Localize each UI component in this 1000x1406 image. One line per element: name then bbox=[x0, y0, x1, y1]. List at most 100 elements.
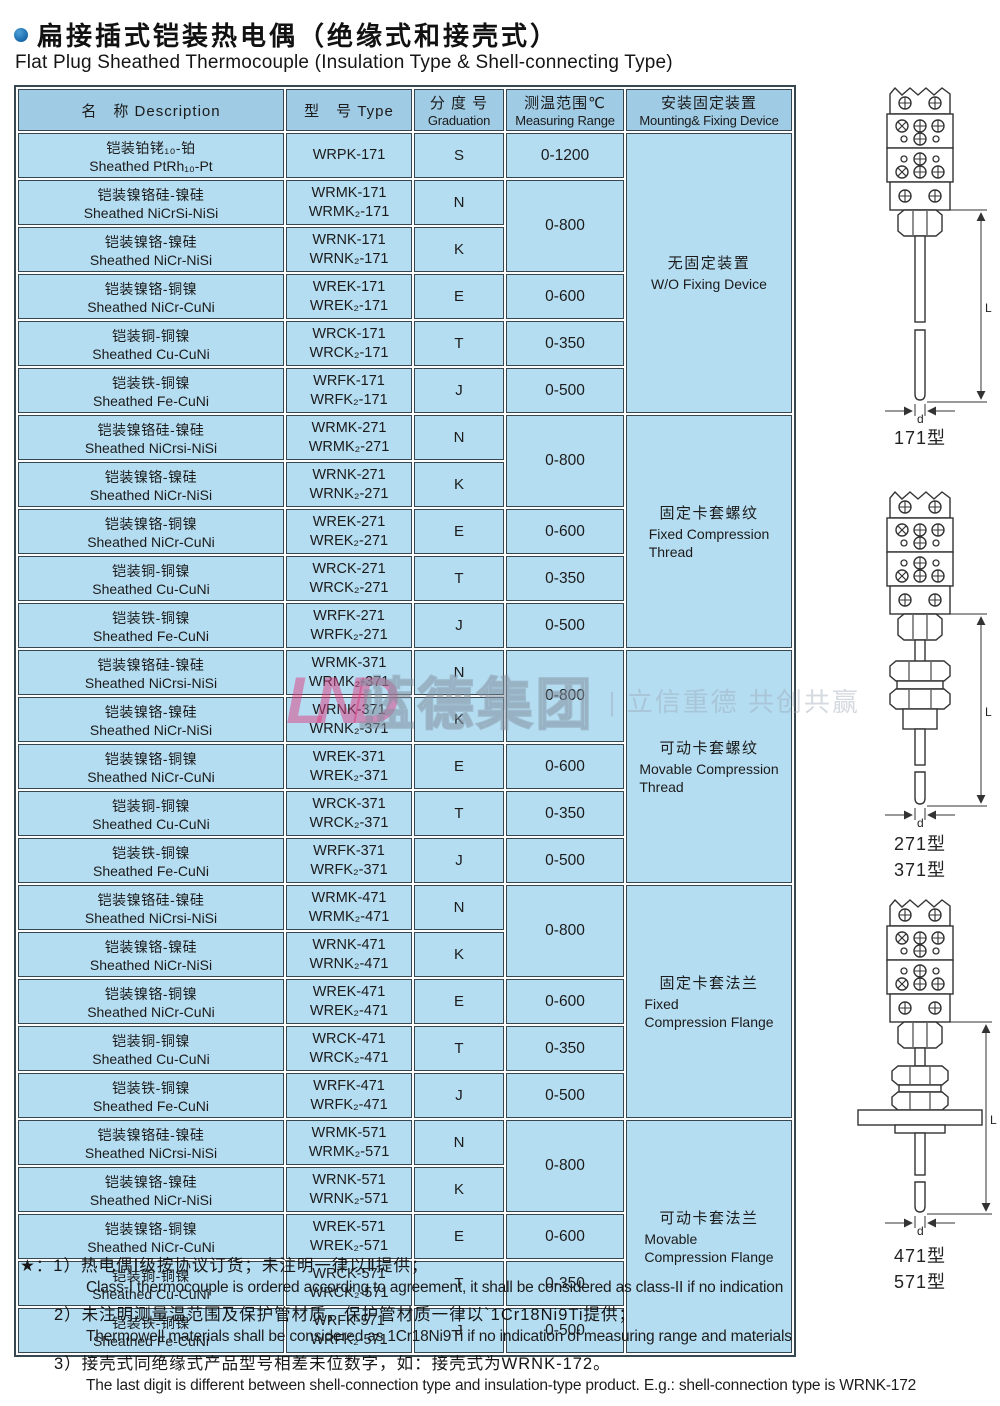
table-row: 铠装镍铬-铜镍 Sheathed NiCr-CuNi WREK-171 WREK₂-1… bbox=[18, 274, 792, 319]
svg-text:d: d bbox=[917, 816, 924, 828]
table-row: 铠装铜-铜镍 Sheathed Cu-CuNi WRCK-171 WRCK₂-171 T… bbox=[18, 321, 792, 366]
mounting-label: 固定卡套螺纹 Fixed Compression Thread bbox=[648, 504, 770, 560]
mounting-cell: 可动卡套螺纹 Movable Compression Thread bbox=[626, 650, 792, 883]
table-row: 铠装铜-铜镍 Sheathed Cu-CuNi WRCK-571 WRCK₂-571 T… bbox=[18, 1261, 792, 1306]
page-title-cn: 扁接插式铠装热电偶（绝缘式和接壳式） bbox=[37, 21, 560, 51]
graduation-cell: J bbox=[414, 1073, 504, 1118]
type-cell: WRFK-571 WRFK₂-571 bbox=[286, 1308, 412, 1353]
name-cell: 铠装镍铬-铜镍 Sheathed NiCr-CuNi bbox=[18, 274, 284, 319]
svg-text:d: d bbox=[917, 1224, 924, 1236]
name-cell: 铠装镍铬-铜镍 Sheathed NiCr-CuNi bbox=[18, 509, 284, 554]
range-cell: 0-350 bbox=[506, 791, 624, 836]
table-row: 铠装镍铬-镍硅 Sheathed NiCr-NiSi WRNK-271 WRNK₂-2… bbox=[18, 462, 792, 507]
type-cell: WREK-571 WREK₂-571 bbox=[286, 1214, 412, 1259]
range-cell: 0-500 bbox=[506, 368, 624, 413]
mounting-label: 无固定装置 W/O Fixing Device bbox=[651, 255, 767, 293]
graduation-cell: J bbox=[414, 603, 504, 648]
type-cell: WRCK-271 WRCK₂-271 bbox=[286, 556, 412, 601]
range-cell: 0-350 bbox=[506, 1261, 624, 1306]
name-cell: 铠装镍铬硅-镍硅 Sheathed NiCrsi-NiSi bbox=[18, 1120, 284, 1165]
range-cell: 0-350 bbox=[506, 1026, 624, 1071]
range-cell: 0-350 bbox=[506, 321, 624, 366]
type-cell: WRCK-171 WRCK₂-171 bbox=[286, 321, 412, 366]
mounting-cell: 可动卡套法兰 Movable Compression Flange bbox=[626, 1120, 792, 1353]
col-header-description: 名 称 Description bbox=[18, 89, 284, 131]
name-cell: 铠装镍铬硅-镍硅 Sheathed NiCrsi-NiSi bbox=[18, 650, 284, 695]
name-cell: 铠装铜-铜镍 Sheathed Cu-CuNi bbox=[18, 1026, 284, 1071]
name-cell: 铠装镍铬-铜镍 Sheathed NiCr-CuNi bbox=[18, 744, 284, 789]
table-row: 铠装镍铬-铜镍 Sheathed NiCr-CuNi WREK-471 WREK₂-4… bbox=[18, 979, 792, 1024]
graduation-cell: T bbox=[414, 791, 504, 836]
type-cell: WRMK-371 WRMK₂-371 bbox=[286, 650, 412, 695]
note-1-cn: ★：1）热电偶Ⅰ级按协议订货；未注明一律以Ⅱ提供； bbox=[20, 1257, 429, 1275]
name-cell: 铠装铜-铜镍 Sheathed Cu-CuNi bbox=[18, 1261, 284, 1306]
graduation-cell: J bbox=[414, 368, 504, 413]
type-cell: WRFK-371 WRFK₂-371 bbox=[286, 838, 412, 883]
name-cell: 铠装铜-铜镍 Sheathed Cu-CuNi bbox=[18, 556, 284, 601]
table-row: 铠装铁-铜镍 Sheathed Fe-CuNi WRFK-371 WRFK₂-371 J… bbox=[18, 838, 792, 883]
table-row: 铠装铜-铜镍 Sheathed Cu-CuNi WRCK-471 WRCK₂-471 T… bbox=[18, 1026, 792, 1071]
name-cell: 铠装镍铬-镍硅 Sheathed NiCr-NiSi bbox=[18, 462, 284, 507]
graduation-cell: J bbox=[414, 838, 504, 883]
graduation-cell: E bbox=[414, 509, 504, 554]
thermocouple-diagram-171: L d bbox=[885, 84, 992, 424]
name-cell: 铠装镍铬-镍硅 Sheathed NiCr-NiSi bbox=[18, 227, 284, 272]
table-row: 铠装镍铬硅-镍硅 Sheathed NiCrsi-NiSi WRMK-271 WRMK… bbox=[18, 415, 792, 648]
graduation-cell: N bbox=[414, 1120, 504, 1165]
type-cell: WRNK-471 WRNK₂-471 bbox=[286, 932, 412, 977]
graduation-cell: K bbox=[414, 1167, 504, 1212]
range-cell: 0-800 bbox=[506, 415, 624, 507]
name-cell: 铠装镍铬-镍硅 Sheathed NiCr-NiSi bbox=[18, 697, 284, 742]
name-cell: 铠装镍铬-铜镍 Sheathed NiCr-CuNi bbox=[18, 979, 284, 1024]
type-cell: WREK-371 WREK₂-371 bbox=[286, 744, 412, 789]
type-cell: WRCK-371 WRCK₂-371 bbox=[286, 791, 412, 836]
name-cell: 铠装铁-铜镍 Sheathed Fe-CuNi bbox=[18, 1073, 284, 1118]
col-header-range: 测温范围℃ Measuring Range bbox=[506, 89, 624, 131]
note-2-en: Thermowell materials shall be considered… bbox=[86, 1328, 792, 1345]
note-1-en: Class-I thermocouple is ordered accordin… bbox=[86, 1279, 784, 1296]
range-cell: 0-500 bbox=[506, 603, 624, 648]
type-cell: WREK-271 WREK₂-271 bbox=[286, 509, 412, 554]
type-cell: WRPK-171 bbox=[286, 133, 412, 178]
name-cell: 铠装镍铬硅-镍硅 Sheathed NiCrsi-NiSi bbox=[18, 415, 284, 460]
name-cell: 铠装镍铬-铜镍 Sheathed NiCr-CuNi bbox=[18, 1214, 284, 1259]
col-header-type: 型 号 Type bbox=[286, 89, 412, 131]
table-row: 铠装镍铬-铜镍 Sheathed NiCr-CuNi WREK-371 WREK₂-3… bbox=[18, 744, 792, 789]
graduation-cell: N bbox=[414, 415, 504, 460]
diagram-label-371: 371型 bbox=[893, 860, 947, 880]
range-cell: 0-800 bbox=[506, 180, 624, 272]
graduation-cell: N bbox=[414, 650, 504, 695]
bullet-dot-icon bbox=[14, 27, 28, 42]
page-title-row: 扁接插式铠装热电偶（绝缘式和接壳式） bbox=[14, 16, 559, 53]
name-cell: 铠装铁-铜镍 Sheathed Fe-CuNi bbox=[18, 603, 284, 648]
graduation-cell: K bbox=[414, 227, 504, 272]
mounting-cell: 固定卡套法兰 Fixed Compression Flange bbox=[626, 885, 792, 1118]
type-cell: WRMK-471 WRMK₂-471 bbox=[286, 885, 412, 930]
range-cell: 0-500 bbox=[506, 1308, 624, 1353]
graduation-cell: S bbox=[414, 133, 504, 178]
range-cell: 0-600 bbox=[506, 744, 624, 789]
type-cell: WRNK-371 WRNK₂-371 bbox=[286, 697, 412, 742]
range-cell: 0-600 bbox=[506, 274, 624, 319]
header-row: 名 称 Description 型 号 Type 分 度 号 Graduatio… bbox=[18, 89, 792, 131]
svg-text:L: L bbox=[990, 1113, 997, 1127]
footnotes: ★：1）热电偶Ⅰ级按协议订货；未注明一律以Ⅱ提供； Class-I thermo… bbox=[20, 1252, 980, 1399]
type-cell: WRMK-571 WRMK₂-571 bbox=[286, 1120, 412, 1165]
graduation-cell: E bbox=[414, 979, 504, 1024]
graduation-cell: K bbox=[414, 932, 504, 977]
graduation-cell: E bbox=[414, 744, 504, 789]
range-cell: 0-1200 bbox=[506, 133, 624, 178]
table-body: 铠装铂铑₁₀-铂 Sheathed PtRh₁₀-Pt WRPK-171 S 0-120… bbox=[18, 133, 792, 1353]
table-row: 铠装铜-铜镍 Sheathed Cu-CuNi WRCK-271 WRCK₂-271 T… bbox=[18, 556, 792, 601]
table-row: 铠装铂铑₁₀-铂 Sheathed PtRh₁₀-Pt WRPK-171 S 0-120… bbox=[18, 133, 792, 413]
graduation-cell: J bbox=[414, 1308, 504, 1353]
table-row: 铠装铁-铜镍 Sheathed Fe-CuNi WRFK-171 WRFK₂-171 J… bbox=[18, 368, 792, 413]
name-cell: 铠装镍铬硅-镍硅 Sheathed NiCrSi-NiSi bbox=[18, 180, 284, 225]
graduation-cell: E bbox=[414, 1214, 504, 1259]
table-row: 铠装镍铬-镍硅 Sheathed NiCr-NiSi WRNK-571 WRNK₂-5… bbox=[18, 1167, 792, 1212]
type-cell: WRNK-171 WRNK₂-171 bbox=[286, 227, 412, 272]
table-row: 铠装镍铬硅-镍硅 Sheathed NiCrsi-NiSi WRMK-571 WRMK… bbox=[18, 1120, 792, 1353]
type-cell: WRNK-271 WRNK₂-271 bbox=[286, 462, 412, 507]
type-cell: WRFK-271 WRFK₂-271 bbox=[286, 603, 412, 648]
